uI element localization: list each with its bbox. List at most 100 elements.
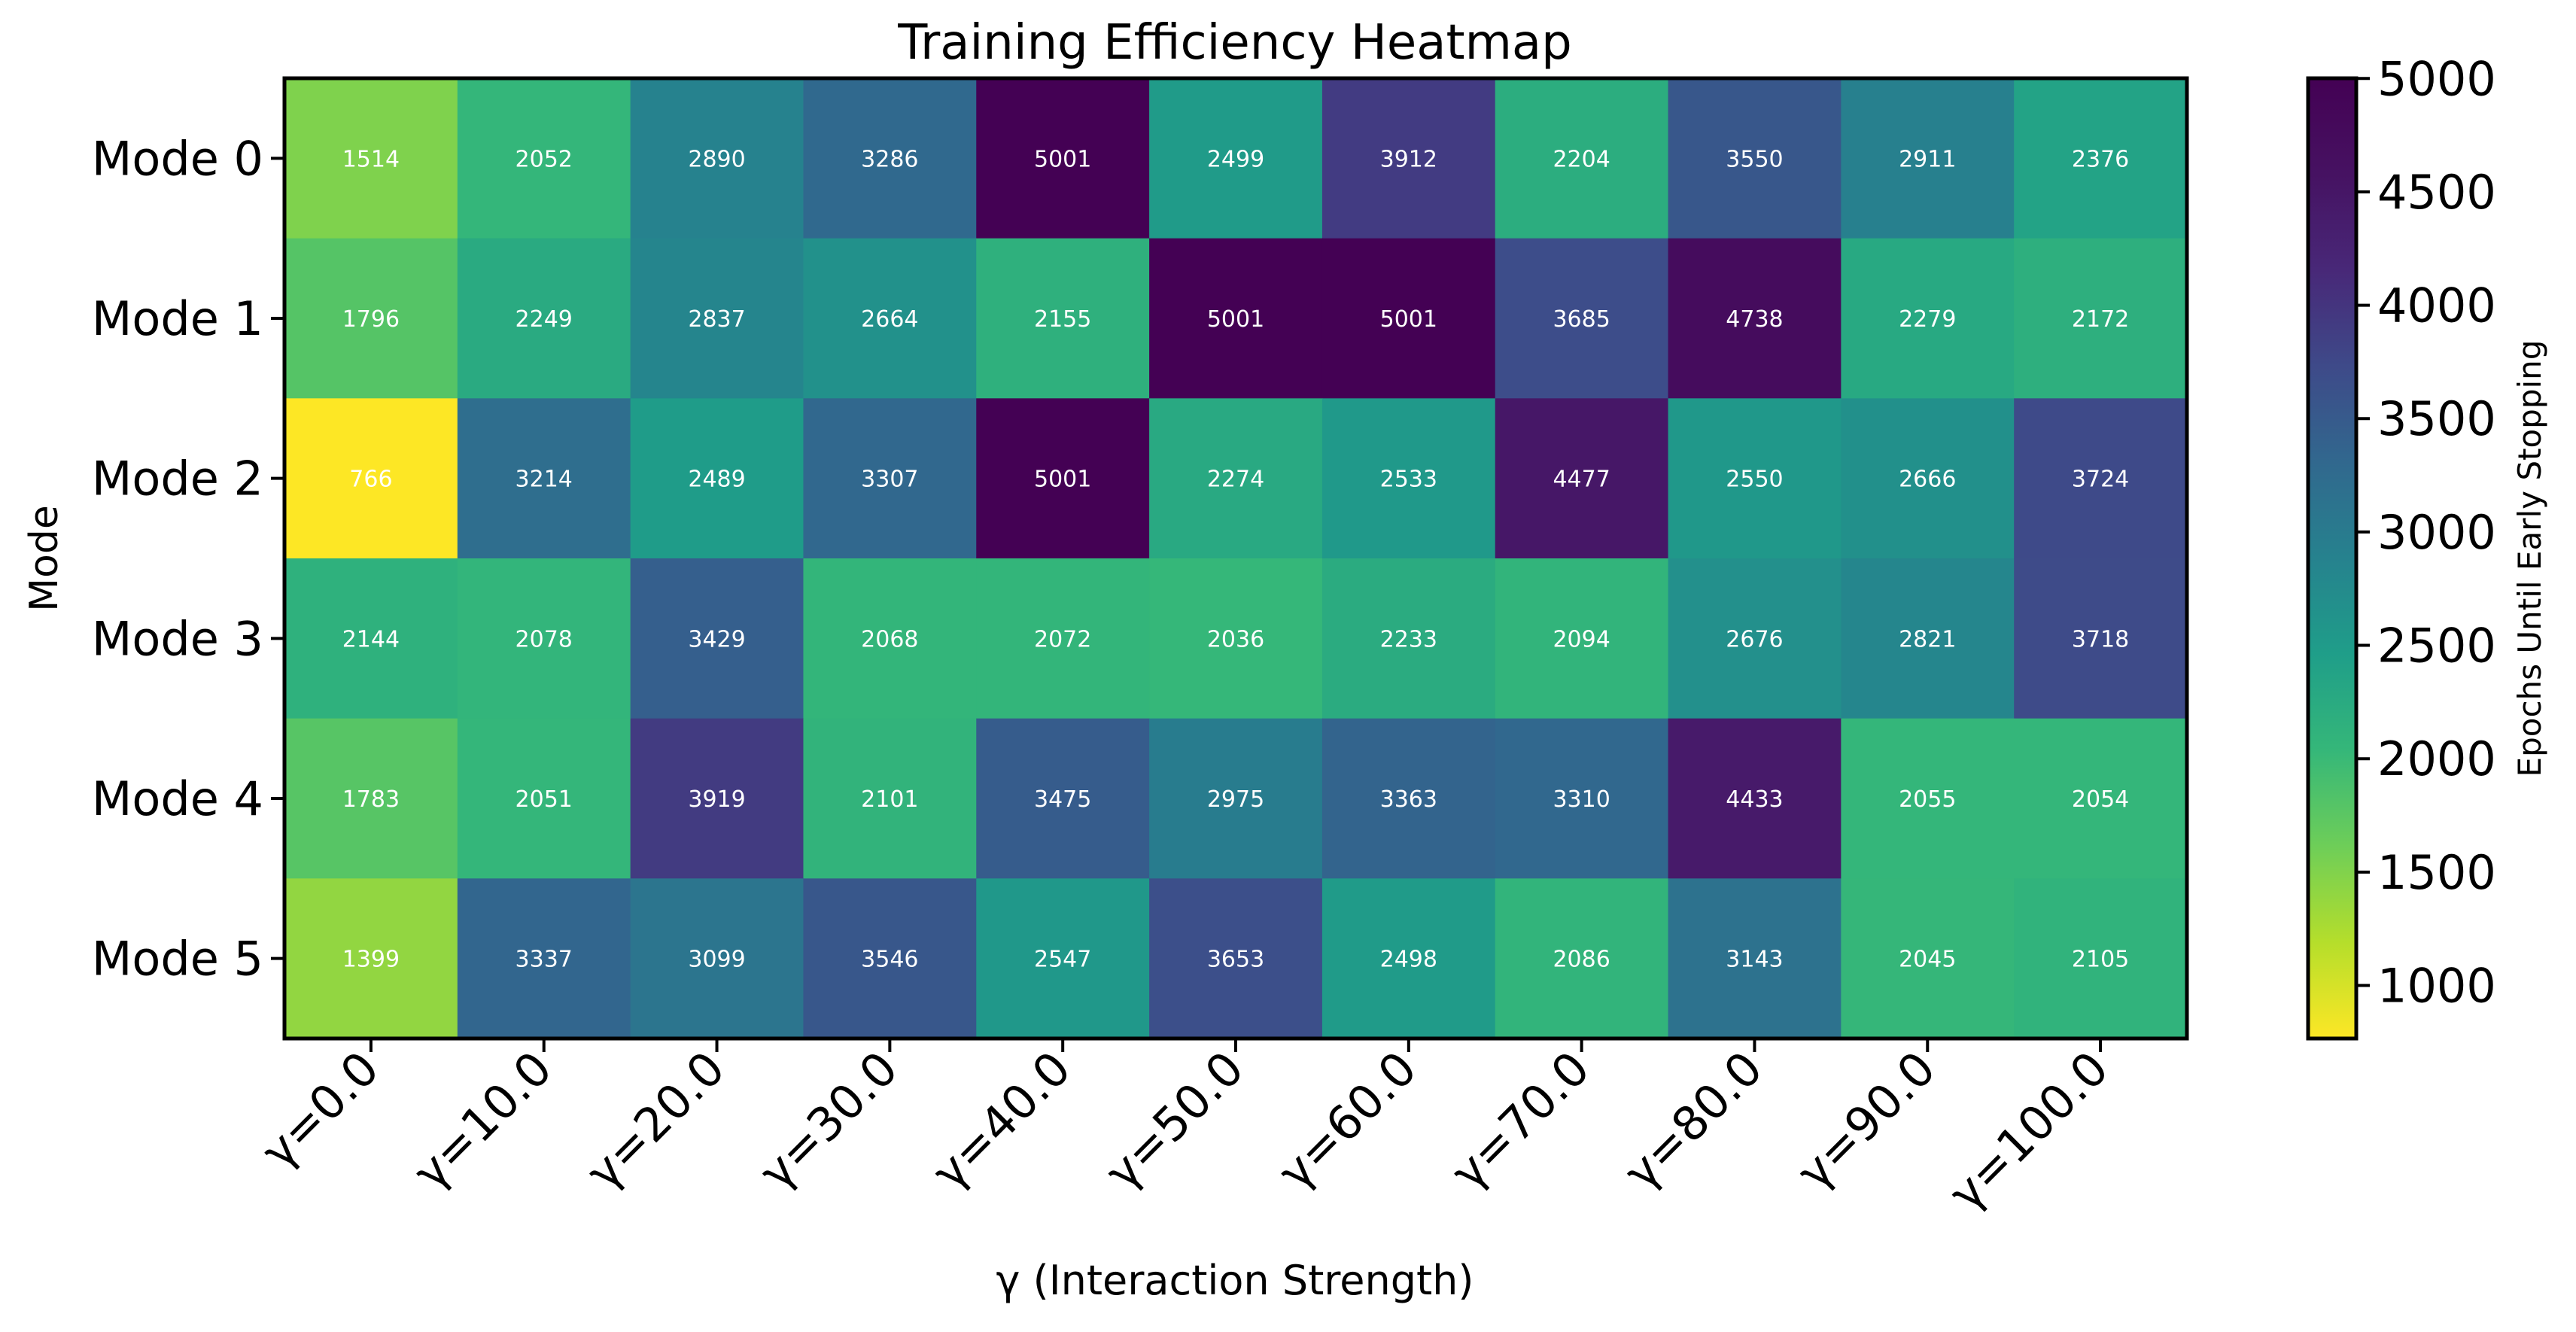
cell-value-label: 2233 <box>1380 626 1437 652</box>
heatmap-cell <box>803 558 977 719</box>
cell-value-label: 2094 <box>1553 626 1610 652</box>
cell-value-label: 2036 <box>1207 626 1264 652</box>
cell-value-label: 2155 <box>1034 306 1091 333</box>
y-axis-ticks: Mode 0 Mode 1 Mode 2 Mode 3 Mode 4 Mode 5 <box>92 131 284 987</box>
heatmap-cell <box>803 398 977 559</box>
heatmap-cell <box>284 878 458 1039</box>
heatmap-cell <box>284 718 458 879</box>
heatmap-cell <box>2014 238 2188 399</box>
cell-value-label: 3550 <box>1726 146 1783 172</box>
heatmap-cell <box>630 718 804 879</box>
heatmap-cell <box>1495 78 1669 239</box>
cell-value-label: 2911 <box>1899 146 1956 172</box>
cell-value-label: 2550 <box>1726 467 1783 493</box>
cell-value-label: 5001 <box>1207 306 1264 333</box>
cell-value-label: 2547 <box>1034 947 1091 973</box>
cell-value-label: 1796 <box>342 306 400 333</box>
heatmap-cell <box>630 238 804 399</box>
cell-value-label: 4477 <box>1553 467 1610 493</box>
heatmap-cell <box>630 558 804 719</box>
cell-value-label: 3429 <box>688 626 745 652</box>
heatmap-cell <box>457 78 631 239</box>
y-tick-label: Mode 2 <box>92 452 263 506</box>
heatmap-cell <box>1668 878 1842 1039</box>
heatmap-cell <box>457 718 631 879</box>
heatmap-cell <box>1321 558 1496 719</box>
heatmap-cell <box>1841 78 2015 239</box>
heatmap-cell <box>1149 398 1323 559</box>
cell-value-label: 2078 <box>516 626 573 652</box>
cell-value-label: 3099 <box>688 947 745 973</box>
colorbar-tick-label: 2000 <box>2377 731 2496 786</box>
heatmap-cell <box>1149 78 1323 239</box>
x-axis-label: γ (Interaction Strength) <box>996 1257 1474 1304</box>
cell-value-label: 3214 <box>516 467 573 493</box>
cell-value-label: 2101 <box>861 786 918 813</box>
colorbar-tick-label: 1500 <box>2377 845 2496 900</box>
cell-value-label: 2249 <box>516 306 573 333</box>
cell-value-label: 2975 <box>1207 786 1264 813</box>
cell-value-label: 2890 <box>688 146 745 172</box>
heatmap-cells <box>284 78 2188 1039</box>
cell-value-label: 2376 <box>2072 146 2129 172</box>
cell-value-label: 2499 <box>1207 146 1264 172</box>
cell-value-label: 2666 <box>1899 467 1956 493</box>
heatmap-cell <box>457 878 631 1039</box>
cell-value-label: 2052 <box>516 146 573 172</box>
heatmap-cell <box>976 398 1150 559</box>
heatmap-cell <box>1841 718 2015 879</box>
heatmap-cell <box>457 398 631 559</box>
heatmap-cell <box>630 78 804 239</box>
cell-value-label: 3685 <box>1553 306 1610 333</box>
cell-value-label: 3718 <box>2072 626 2129 652</box>
cell-value-label: 5001 <box>1380 306 1437 333</box>
y-tick-label: Mode 0 <box>92 131 263 186</box>
heatmap-cell <box>1495 398 1669 559</box>
heatmap-cell <box>457 558 631 719</box>
heatmap-cell <box>1495 238 1669 399</box>
colorbar-tick-label: 2500 <box>2377 619 2496 674</box>
cell-value-label: 2279 <box>1899 306 1956 333</box>
heatmap-cell <box>803 878 977 1039</box>
heatmap-cell <box>1321 238 1496 399</box>
cell-value-label: 3286 <box>861 146 918 172</box>
cell-value-label: 2051 <box>516 786 573 813</box>
colorbar-tick-label: 5000 <box>2377 51 2496 106</box>
y-tick-label: Mode 5 <box>92 932 263 987</box>
heatmap-cell <box>284 78 458 239</box>
heatmap-cell <box>1321 718 1496 879</box>
cell-value-label: 3653 <box>1207 947 1264 973</box>
heatmap-cell <box>803 78 977 239</box>
cell-value-label: 3546 <box>861 947 918 973</box>
colorbar-tick-label: 3000 <box>2377 505 2496 560</box>
cell-value-label: 3724 <box>2072 467 2129 493</box>
cell-value-label: 3475 <box>1034 786 1091 813</box>
cell-value-label: 3912 <box>1380 146 1437 172</box>
colorbar-ticks: 1000 1500 2000 2500 3000 3500 4000 4500 5000 <box>2356 51 2496 1013</box>
cell-value-label: 5001 <box>1034 467 1091 493</box>
y-tick-label: Mode 4 <box>92 771 263 826</box>
heatmap-cell <box>976 238 1150 399</box>
heatmap-cell <box>1321 398 1496 559</box>
cell-value-label: 2045 <box>1899 947 1956 973</box>
heatmap-cell <box>976 78 1150 239</box>
heatmap-cell <box>1668 78 1842 239</box>
heatmap-cell <box>284 398 458 559</box>
cell-value-label: 2533 <box>1380 467 1437 493</box>
heatmap-cell <box>1149 718 1323 879</box>
colorbar-tick-label: 3500 <box>2377 391 2496 446</box>
cell-value-label: 2676 <box>1726 626 1783 652</box>
colorbar <box>2306 76 2359 1041</box>
cell-value-label: 3307 <box>861 467 918 493</box>
y-axis-label: Mode <box>22 505 67 612</box>
colorbar-tick-label: 4000 <box>2377 278 2496 333</box>
heatmap-cell <box>976 718 1150 879</box>
heatmap-cell <box>1321 78 1496 239</box>
heatmap-cell <box>2014 718 2188 879</box>
y-tick-label: Mode 1 <box>92 291 263 346</box>
heatmap-cell <box>803 718 977 879</box>
y-tick-label: Mode 3 <box>92 611 263 666</box>
colorbar-tick-label: 4500 <box>2377 165 2496 220</box>
cell-value-label: 3919 <box>688 786 745 813</box>
